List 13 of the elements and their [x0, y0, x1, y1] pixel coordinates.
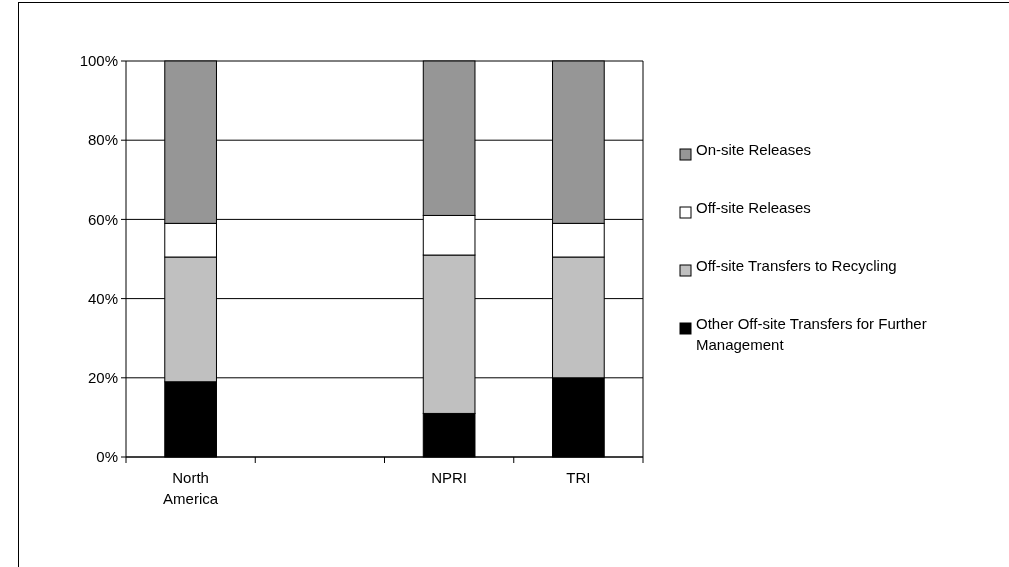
legend-label: Off-site Releases [696, 199, 811, 216]
x-tick-label: NPRI [431, 469, 468, 486]
y-tick-label: 40% [87, 289, 118, 307]
y-tick-label: 20% [87, 369, 118, 387]
y-tick-label: 60% [87, 210, 118, 228]
y-tick-label: 0% [96, 448, 118, 466]
legend-label: On-site Releases [696, 141, 812, 158]
legend-label: Off-site Transfers to Recycling [696, 257, 897, 274]
x-tick-label: TRI [566, 469, 591, 486]
x-tick-label: North America [163, 469, 219, 507]
y-tick-label: 100% [79, 52, 118, 70]
y-tick-label: 80% [87, 131, 118, 149]
legend-label: Other Off-site Transfers for Further Management [696, 315, 927, 353]
